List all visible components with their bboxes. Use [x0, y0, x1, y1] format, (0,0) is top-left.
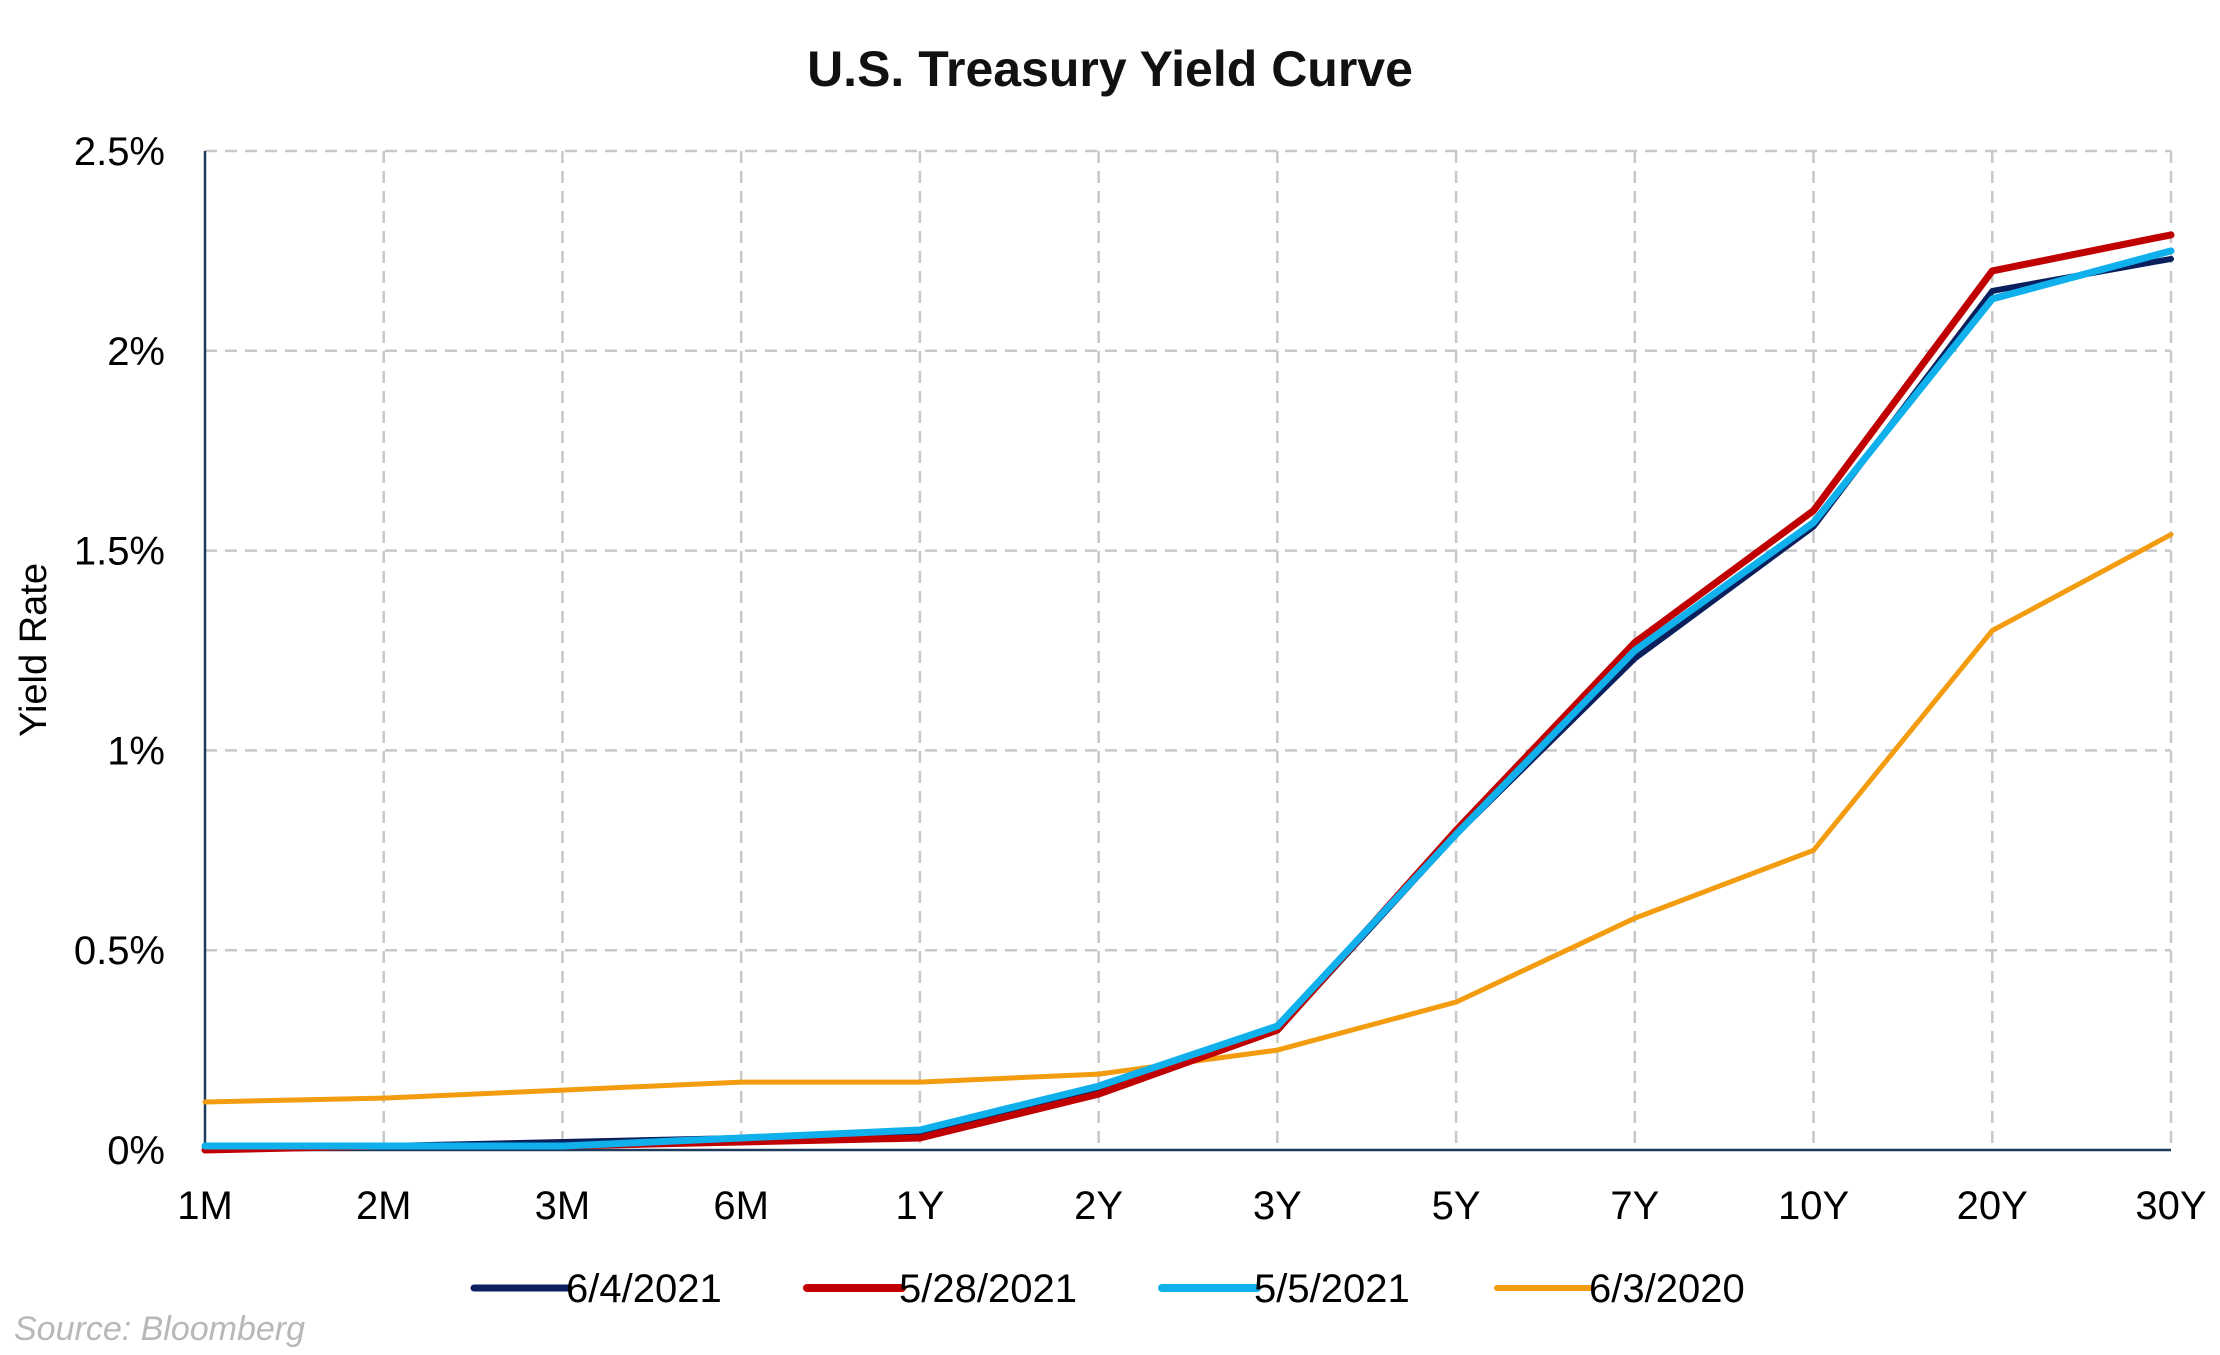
x-tick-label: 3Y [1253, 1184, 1302, 1228]
series-line-5-28-2021 [201, 231, 2175, 1154]
legend-item: 6/3/2020 [1494, 1267, 1745, 1311]
y-axis-title: Yield Rate [13, 563, 55, 737]
legend: 6/4/2021 5/28/2021 5/5/2021 6/3/2020 [470, 1267, 1745, 1311]
axes [203, 151, 2171, 1152]
series-line-5-5-2021 [201, 247, 2175, 1150]
legend-item: 5/5/2021 [1158, 1267, 1410, 1311]
x-tick-label: 2Y [1074, 1184, 1123, 1228]
x-tick-label: 30Y [2135, 1184, 2206, 1228]
legend-label: 6/3/2020 [1589, 1267, 1745, 1311]
y-tick-label: 2% [107, 330, 165, 374]
x-tick-labels: 1M 2M 3M 6M 1Y 2Y 3Y 5Y 7Y 10Y 20Y 30Y [177, 1184, 2206, 1228]
x-tick-label: 10Y [1778, 1184, 1849, 1228]
x-tick-label: 1M [177, 1184, 233, 1228]
x-tick-label: 7Y [1610, 1184, 1659, 1228]
x-tick-label: 6M [713, 1184, 769, 1228]
y-tick-label: 0% [107, 1129, 165, 1173]
grid-lines [205, 149, 2173, 1150]
y-tick-label: 2.5% [74, 130, 165, 174]
x-tick-label: 1Y [895, 1184, 944, 1228]
y-tick-labels: 0% 0.5% 1% 1.5% 2% 2.5% [74, 130, 165, 1173]
y-tick-label: 0.5% [74, 929, 165, 973]
x-tick-label: 20Y [1957, 1184, 2028, 1228]
chart-title: U.S. Treasury Yield Curve [807, 41, 1413, 97]
x-tick-label: 3M [535, 1184, 591, 1228]
legend-item: 6/4/2021 [470, 1267, 722, 1311]
legend-label: 5/28/2021 [899, 1267, 1077, 1311]
y-tick-label: 1.5% [74, 530, 165, 574]
y-tick-label: 1% [107, 729, 165, 773]
data-series [201, 231, 2175, 1154]
source-note: Source: Bloomberg [14, 1310, 305, 1348]
x-tick-label: 5Y [1432, 1184, 1481, 1228]
series-line-6-3-2020 [202, 532, 2174, 1105]
legend-item: 5/28/2021 [803, 1267, 1077, 1311]
legend-label: 5/5/2021 [1254, 1267, 1410, 1311]
x-tick-label: 2M [356, 1184, 412, 1228]
series-line-6-4-2021 [202, 255, 2174, 1153]
legend-label: 6/4/2021 [566, 1267, 722, 1311]
